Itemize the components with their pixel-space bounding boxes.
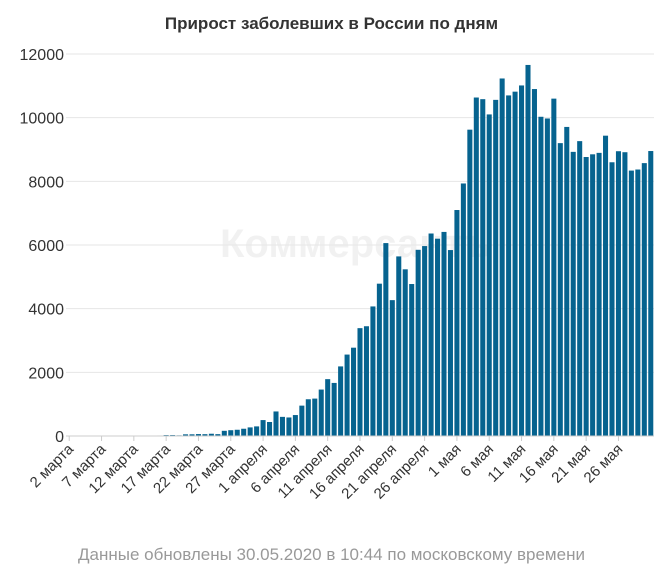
bar [447,250,453,436]
y-tick-label: 8000 [28,174,64,191]
y-tick-label: 12000 [20,47,65,64]
bar [467,129,473,437]
bar [441,231,447,436]
y-tick-label: 4000 [28,302,64,319]
bar [260,420,266,436]
bar [241,428,247,436]
bar [435,238,441,436]
y-tick-label: 6000 [28,238,64,255]
bar [195,434,201,436]
bar [183,434,189,436]
bar [622,152,628,436]
bar [234,429,240,436]
bar [486,114,492,437]
bar [402,269,408,436]
bar [596,152,602,436]
bar [583,157,589,436]
bar [512,91,518,436]
bar [305,399,311,436]
bar [519,85,525,436]
bar [538,116,544,436]
bar [590,154,596,436]
watermark-logo: Коммерсантъ [220,222,493,266]
bar [564,126,570,437]
bar [415,249,421,436]
bar [396,256,402,436]
bar [409,284,415,436]
bar [344,354,350,436]
bar [525,64,531,436]
bar [635,169,641,436]
bar [338,366,344,436]
grid-lines [66,53,654,373]
bar [531,89,537,437]
bar [292,415,298,436]
bar-series [66,64,654,437]
y-axis-ticks: 0 2000 4000 6000 8000 10000 12000 [20,47,65,446]
bar [273,411,279,436]
y-tick-label: 2000 [28,365,64,382]
chart-title: Прирост заболевших в России по дням [164,14,499,33]
bar [641,163,647,436]
bar [577,141,583,436]
footer-note: Данные обновлены 30.05.2020 в 10:44 по м… [78,545,585,564]
bar [480,99,486,437]
bar [499,78,505,436]
y-tick-label: 10000 [20,111,65,128]
bar [570,151,576,437]
bar [603,135,609,436]
bar [318,389,324,436]
bar [628,170,634,436]
bar [389,300,395,436]
bar [208,433,214,436]
bar [279,416,285,436]
bar [615,151,621,436]
bar [215,434,221,436]
bar [247,427,253,436]
bar [254,426,260,436]
bar [189,434,195,436]
bar [544,118,550,437]
bar [460,183,466,436]
bar [493,99,499,437]
bar [422,246,428,436]
x-tick-label: 1 мая [425,441,465,481]
bar [557,143,563,436]
bar [551,98,557,436]
bar [428,233,434,436]
bar [454,210,460,436]
bar [331,382,337,436]
bar [267,421,273,436]
bar [299,405,305,436]
bar [376,283,382,436]
bar [325,379,331,436]
y-tick-label: 0 [55,429,64,446]
bar [473,97,479,437]
bar [609,162,615,436]
bar [228,430,234,436]
bar [357,328,363,436]
bar [221,430,227,436]
bar [370,306,376,436]
bar [202,434,208,436]
bar [383,243,389,436]
bar [312,398,318,436]
bar [648,151,654,436]
bar [351,347,357,436]
bar [363,326,369,436]
bar [506,95,512,437]
bar [286,417,292,436]
